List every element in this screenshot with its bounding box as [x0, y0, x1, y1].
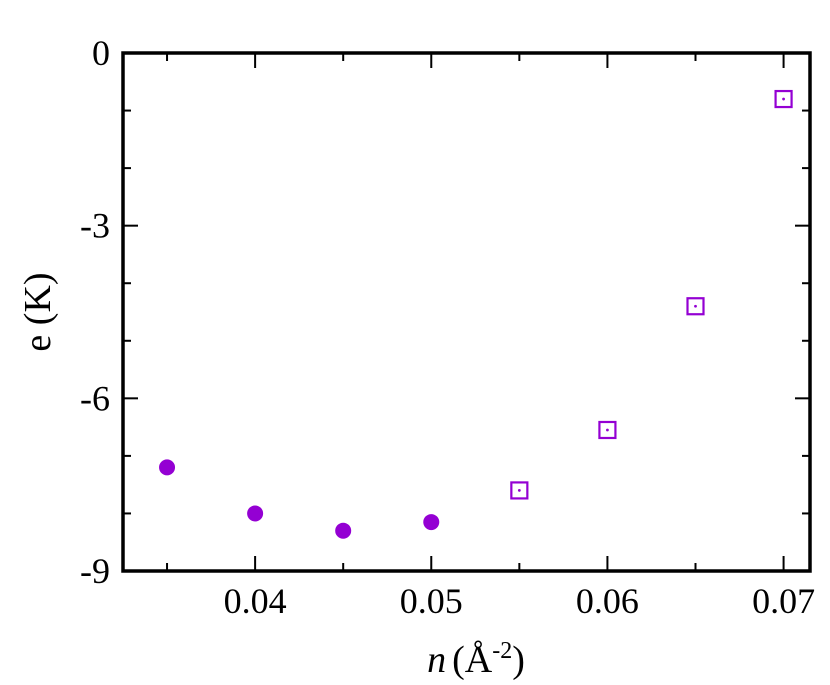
- x-axis-title-exp: -2: [492, 638, 512, 664]
- x-axis-title-unit: (Å: [452, 639, 493, 681]
- x-tick-label: 0.04: [224, 581, 287, 621]
- x-axis-title: n (Å-2): [427, 638, 525, 681]
- data-point-square-dot: [782, 97, 785, 101]
- data-point-square-outline: [774, 89, 793, 109]
- axis-ticks: [123, 52, 810, 572]
- plot-frame: [121, 51, 812, 573]
- x-axis-title-close: ): [512, 639, 525, 681]
- data-point-square-dot: [694, 304, 697, 308]
- data-point-square-outline: [686, 297, 705, 316]
- data-point-square-dot: [606, 428, 609, 432]
- x-tick-label: 0.07: [752, 581, 815, 621]
- data-point-circle: [247, 505, 264, 522]
- data-point-square-dot: [517, 489, 521, 492]
- y-axis-title: e (K): [17, 272, 59, 351]
- axis-tick-labels: 0.04 0.05 0.06 0.07 0 -3 -6 -9: [80, 33, 815, 621]
- data-point-circle: [159, 459, 176, 476]
- data-point-square: [686, 297, 705, 316]
- data-point-square: [598, 420, 617, 440]
- data-points: [159, 89, 793, 539]
- data-point-circle: [423, 514, 440, 531]
- y-tick-label: 0: [92, 33, 110, 73]
- x-tick-label: 0.06: [576, 581, 639, 621]
- data-point-square-outline: [598, 420, 617, 440]
- data-point-circle: [335, 522, 352, 539]
- y-tick-label: -3: [80, 206, 110, 246]
- y-tick-label: -6: [80, 378, 110, 418]
- data-point-square: [510, 481, 529, 500]
- x-tick-label: 0.05: [400, 581, 463, 621]
- x-axis-title-var: n: [427, 639, 446, 681]
- y-tick-label: -9: [80, 551, 110, 591]
- data-point-square-outline: [510, 481, 529, 500]
- data-point-square: [774, 89, 793, 109]
